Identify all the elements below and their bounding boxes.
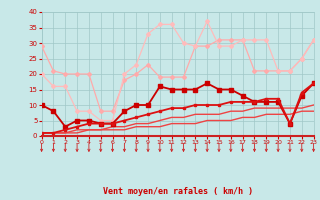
Text: Vent moyen/en rafales ( km/h ): Vent moyen/en rafales ( km/h ): [103, 187, 252, 196]
